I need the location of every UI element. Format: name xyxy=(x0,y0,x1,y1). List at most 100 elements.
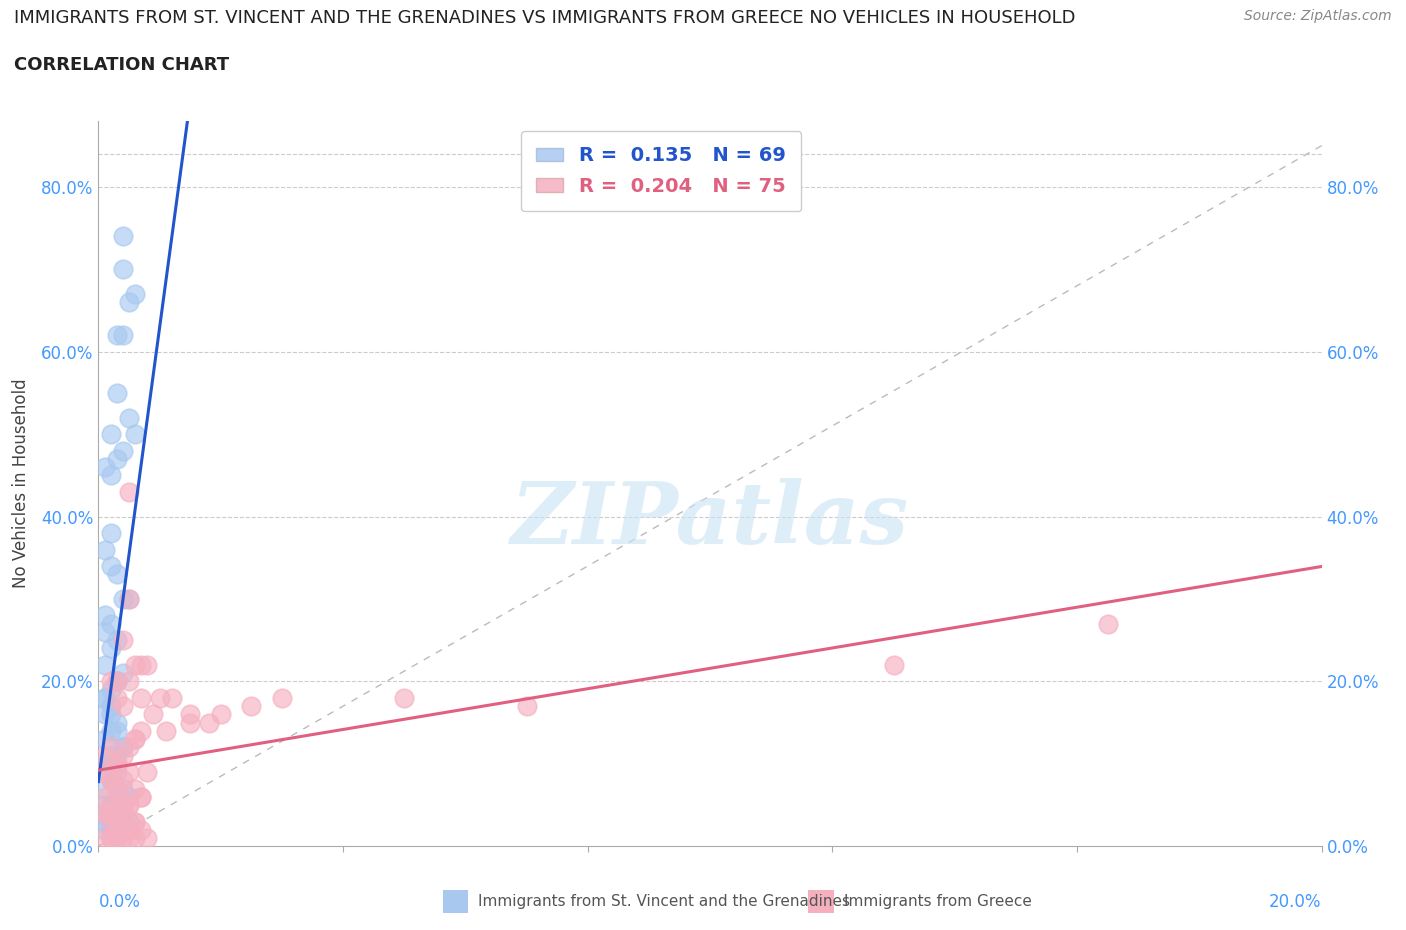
Point xyxy=(105,822,128,837)
Point xyxy=(155,724,177,738)
Point xyxy=(93,756,115,771)
Point xyxy=(100,740,122,755)
Point xyxy=(129,790,152,804)
Point xyxy=(136,764,159,779)
Point xyxy=(100,724,122,738)
Point xyxy=(136,830,159,845)
Point xyxy=(105,814,128,829)
Point xyxy=(100,798,122,813)
Point xyxy=(100,830,122,845)
Point xyxy=(93,658,115,672)
Point xyxy=(105,748,128,763)
Point xyxy=(124,286,146,301)
Point xyxy=(129,790,152,804)
Point xyxy=(118,591,141,606)
Point xyxy=(93,608,115,623)
Point xyxy=(118,674,141,689)
Point xyxy=(100,773,122,788)
Point xyxy=(118,764,141,779)
Point xyxy=(93,806,115,821)
Point xyxy=(179,707,201,722)
Point xyxy=(105,632,128,647)
Point xyxy=(100,427,122,442)
Point xyxy=(100,683,122,698)
Point xyxy=(118,591,141,606)
Point xyxy=(124,732,146,747)
Legend: R =  0.135   N = 69, R =  0.204   N = 75: R = 0.135 N = 69, R = 0.204 N = 75 xyxy=(520,130,801,211)
Point xyxy=(118,790,141,804)
Point xyxy=(100,707,122,722)
Point xyxy=(93,830,115,845)
Point xyxy=(100,748,122,763)
Point xyxy=(105,327,128,342)
Point xyxy=(111,229,134,244)
Point xyxy=(105,756,128,771)
Point xyxy=(93,732,115,747)
Point xyxy=(100,806,122,821)
Point xyxy=(105,822,128,837)
Point xyxy=(100,525,122,540)
Point xyxy=(111,781,134,796)
Point xyxy=(93,764,115,779)
Point xyxy=(1097,617,1119,631)
Point xyxy=(197,715,219,730)
Point xyxy=(111,748,134,763)
Point xyxy=(93,798,115,813)
Point xyxy=(105,764,128,779)
Text: Immigrants from Greece: Immigrants from Greece xyxy=(844,894,1032,910)
Point xyxy=(118,410,141,425)
Point xyxy=(100,641,122,656)
Point xyxy=(93,625,115,640)
Point xyxy=(93,790,115,804)
Point xyxy=(105,451,128,466)
Point xyxy=(111,740,134,755)
Point xyxy=(118,798,141,813)
Text: 0.0%: 0.0% xyxy=(98,894,141,911)
Point xyxy=(93,822,115,837)
Point xyxy=(516,698,538,713)
Point xyxy=(93,781,115,796)
Point xyxy=(111,798,134,813)
Point xyxy=(93,806,115,821)
Point xyxy=(124,427,146,442)
Point xyxy=(100,773,122,788)
Text: 20.0%: 20.0% xyxy=(1270,894,1322,911)
Point xyxy=(105,798,128,813)
Point xyxy=(105,386,128,401)
Point xyxy=(111,327,134,342)
Point xyxy=(883,658,905,672)
Point xyxy=(105,674,128,689)
Text: ZIPatlas: ZIPatlas xyxy=(510,478,910,562)
Point xyxy=(111,262,134,277)
Point xyxy=(93,764,115,779)
Point xyxy=(136,658,159,672)
Point xyxy=(105,566,128,582)
Point xyxy=(93,459,115,474)
Point xyxy=(100,814,122,829)
Point xyxy=(270,690,292,705)
Point xyxy=(160,690,183,705)
Point xyxy=(118,485,141,499)
Point xyxy=(100,773,122,788)
Point xyxy=(111,830,134,845)
Point xyxy=(111,666,134,681)
Point xyxy=(111,814,134,829)
Point xyxy=(111,822,134,837)
Point xyxy=(124,814,146,829)
Y-axis label: No Vehicles in Household: No Vehicles in Household xyxy=(11,379,30,589)
Point xyxy=(111,798,134,813)
Point xyxy=(100,559,122,574)
Text: Immigrants from St. Vincent and the Grenadines: Immigrants from St. Vincent and the Gren… xyxy=(478,894,851,910)
Point xyxy=(179,715,201,730)
Point xyxy=(118,814,141,829)
Point xyxy=(105,781,128,796)
Point xyxy=(105,674,128,689)
Point xyxy=(240,698,263,713)
Point xyxy=(111,698,134,713)
Point xyxy=(105,806,128,821)
Point xyxy=(209,707,232,722)
Text: IMMIGRANTS FROM ST. VINCENT AND THE GRENADINES VS IMMIGRANTS FROM GREECE NO VEHI: IMMIGRANTS FROM ST. VINCENT AND THE GREN… xyxy=(14,9,1076,27)
Point xyxy=(100,468,122,483)
Point xyxy=(124,814,146,829)
Point xyxy=(105,715,128,730)
